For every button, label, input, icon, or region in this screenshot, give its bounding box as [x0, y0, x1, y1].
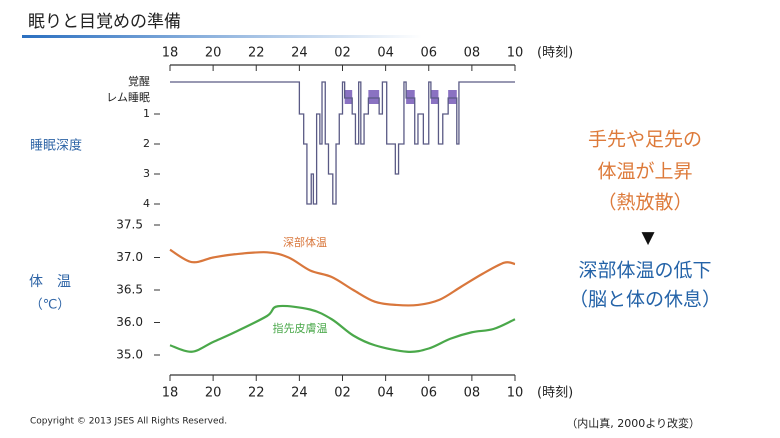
source: （内山真, 2000より改変）: [566, 416, 700, 430]
x-tick-label: 10: [507, 386, 524, 401]
annotation: （熱放散）: [597, 192, 692, 214]
title-underline: [22, 35, 422, 38]
x-tick-label: 20: [205, 386, 222, 401]
rem-block: [448, 90, 457, 104]
y-tick-label: 35.0: [116, 348, 143, 362]
x-tick-label: 08: [464, 386, 481, 401]
rem-block: [344, 90, 353, 104]
x-tick-label: 24: [291, 386, 308, 401]
series-label: 指先皮膚温: [273, 321, 328, 335]
temperature-line: [169, 248, 516, 307]
y-tick-label: 37.5: [116, 218, 143, 232]
annotation: （脳と体の休息）: [569, 289, 721, 311]
temperature-line: [169, 304, 516, 353]
annotation: ▼: [641, 228, 655, 248]
y-tick-label: 36.5: [116, 283, 143, 297]
hypnogram-line: [170, 81, 515, 205]
y-unit: （℃）: [30, 298, 71, 313]
x-tick-label: 22: [248, 46, 265, 61]
x-tick-label: 08: [464, 46, 481, 61]
annotation: 体温が上昇: [597, 161, 692, 183]
x-tick-label: 18: [162, 386, 179, 401]
x-tick-label: 06: [420, 386, 437, 401]
y-tick-label: 4: [143, 197, 150, 210]
y-tick-label: 2: [143, 137, 150, 150]
x-unit: (時刻): [537, 46, 573, 61]
x-tick-label: 24: [291, 46, 308, 61]
rem-block: [430, 90, 439, 104]
x-tick-label: 06: [420, 46, 437, 61]
x-tick-label: 20: [205, 46, 222, 61]
y-tick-label: 37.0: [116, 250, 143, 264]
y-label: 体 温: [29, 274, 71, 290]
copyright: Copyright © 2013 JSES All Rights Reserve…: [30, 417, 227, 427]
rem-block: [406, 90, 415, 104]
annotation: 手先や足先の: [588, 129, 702, 151]
y-tick-label: 36.0: [116, 315, 143, 329]
x-tick-label: 18: [162, 46, 179, 61]
rem-block: [368, 90, 380, 104]
x-tick-label: 22: [248, 386, 265, 401]
x-unit: (時刻): [537, 386, 573, 401]
x-tick-label: 04: [377, 386, 394, 401]
y-tick-label: 覚醒: [128, 75, 150, 88]
x-tick-label: 02: [334, 386, 351, 401]
y-tick-label: 3: [143, 167, 150, 180]
y-label: 睡眠深度: [30, 138, 82, 154]
title: 眠りと目覚めの準備: [28, 12, 181, 32]
series-label: 深部体温: [283, 235, 327, 249]
x-tick-label: 10: [507, 46, 524, 61]
y-tick-label: レム睡眠: [106, 91, 150, 104]
y-tick-label: 1: [143, 107, 150, 120]
annotation: 深部体温の低下: [578, 260, 711, 282]
x-tick-label: 04: [377, 46, 394, 61]
x-tick-label: 02: [334, 46, 351, 61]
